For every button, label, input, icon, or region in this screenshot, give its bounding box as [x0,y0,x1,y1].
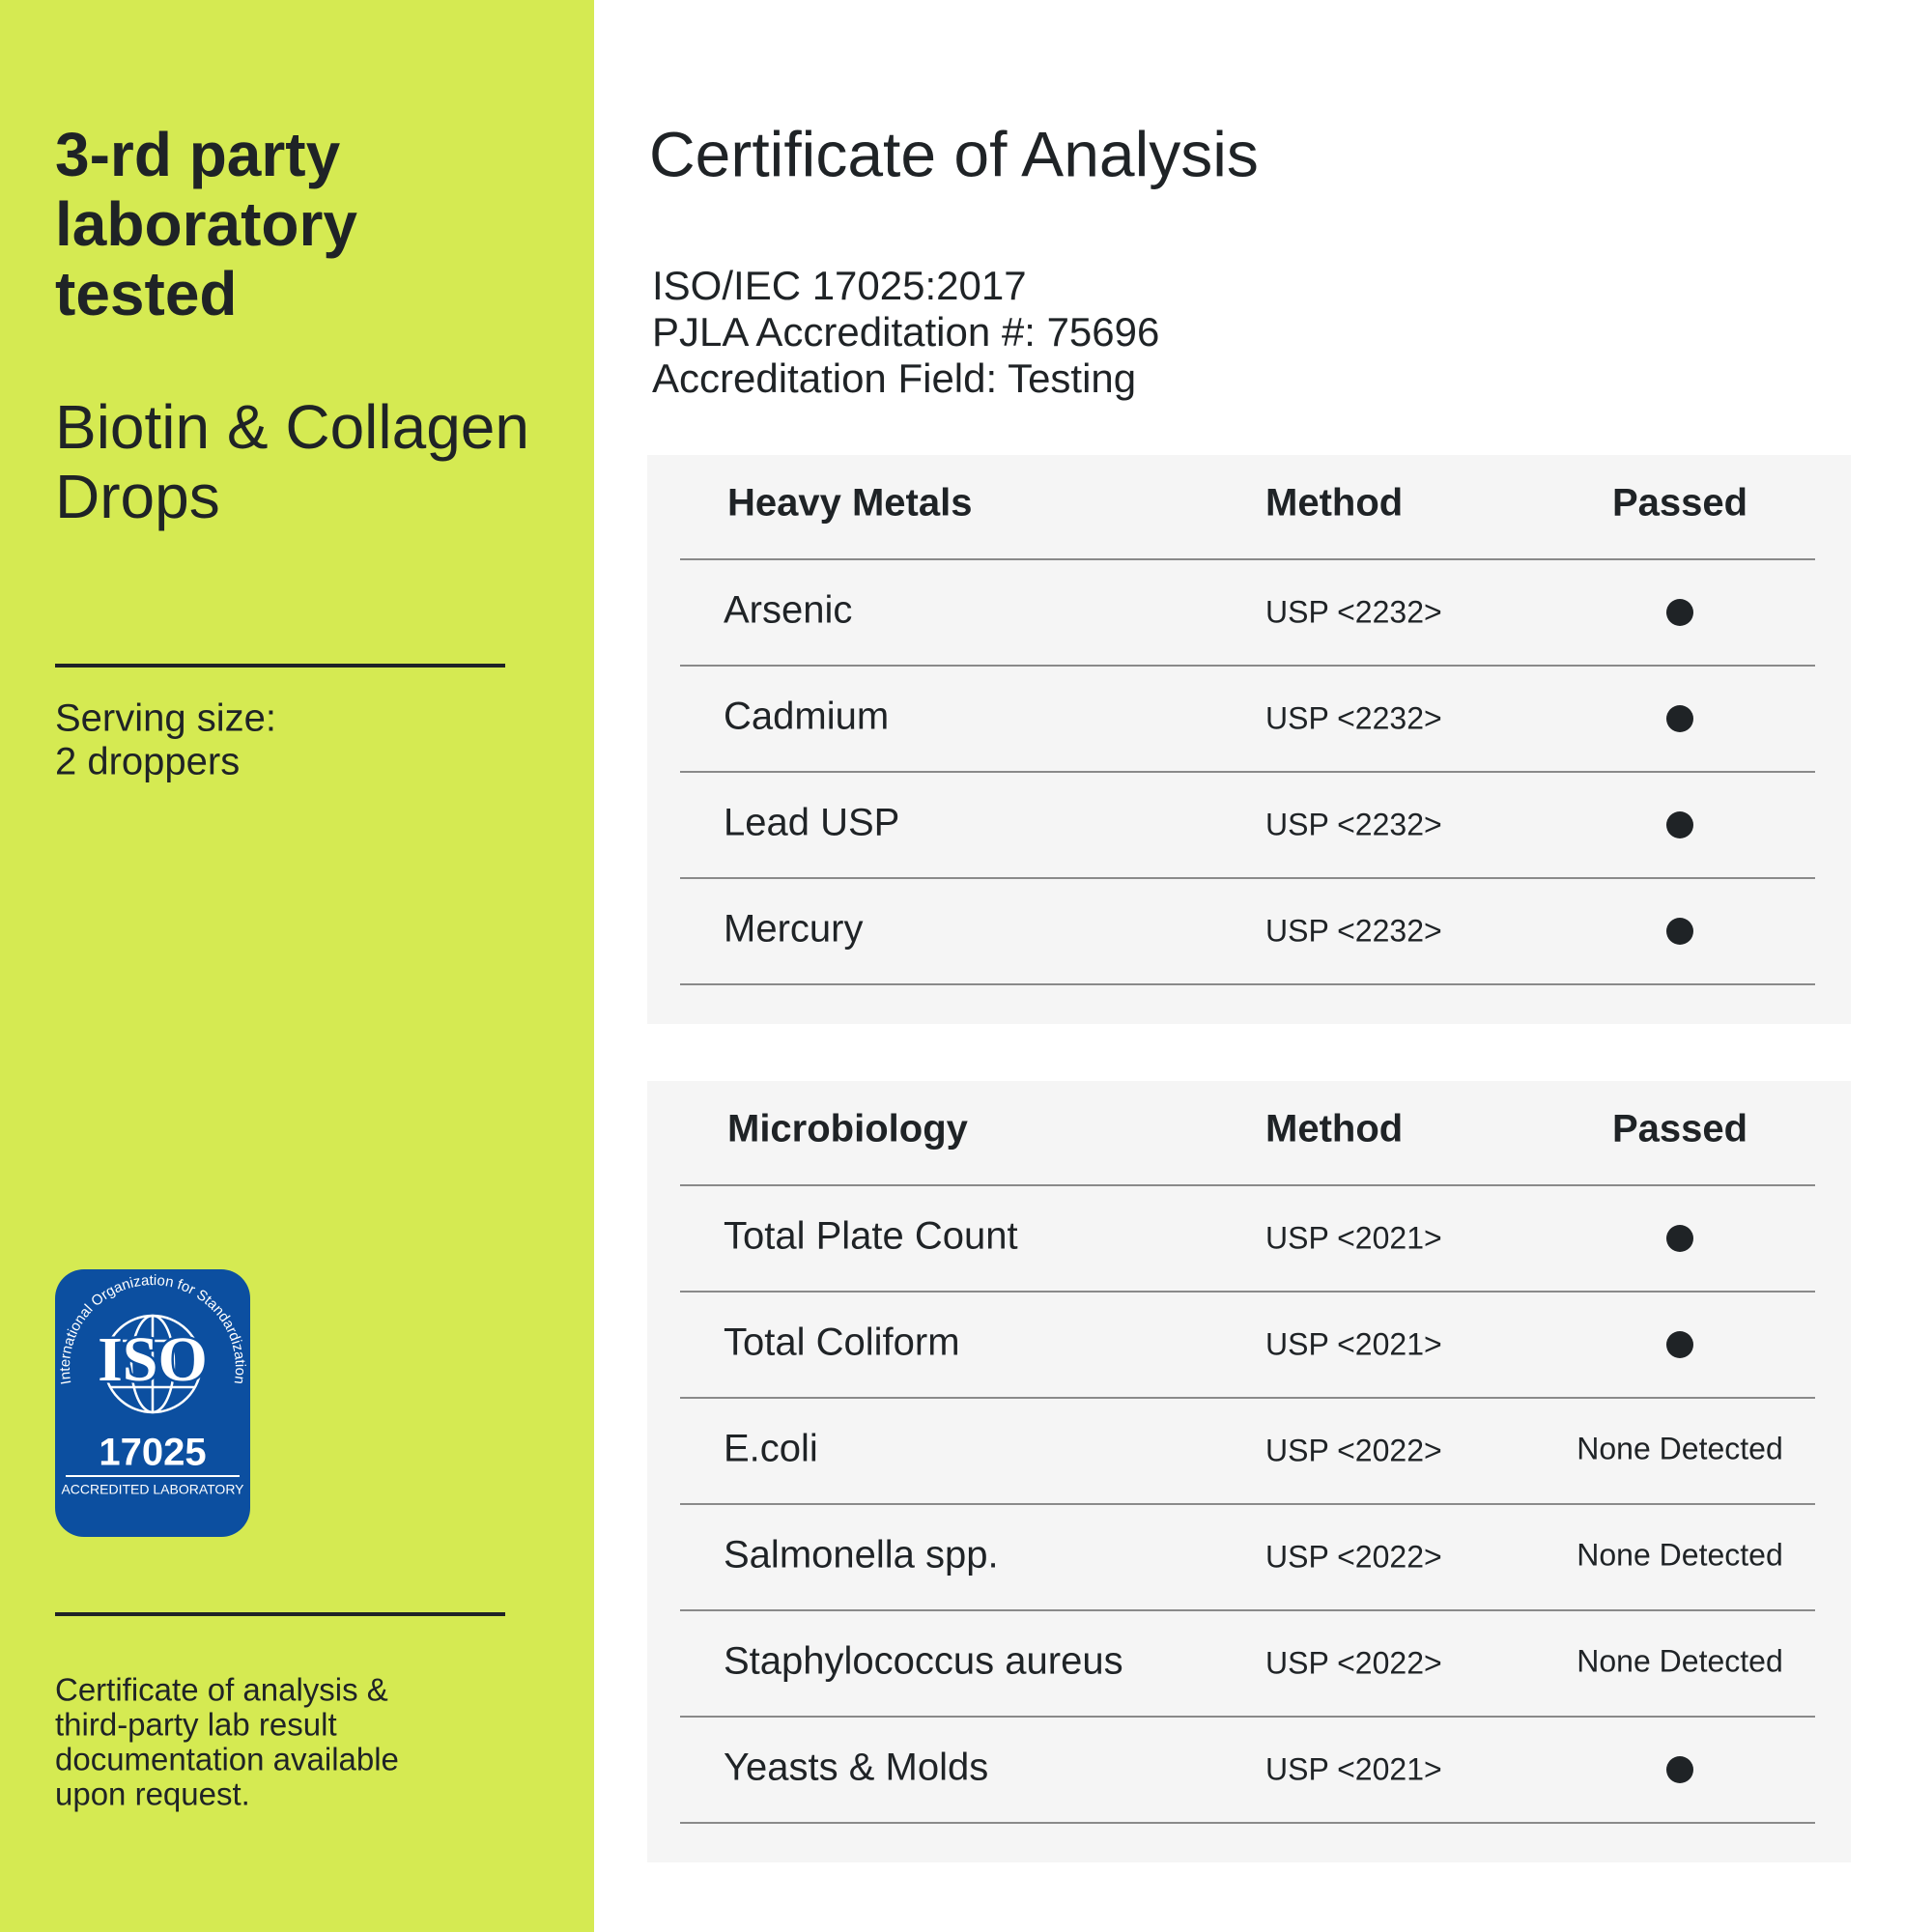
method: USP <2232> [1265,807,1442,841]
passed-dot [1666,599,1693,626]
iso-badge: International Organization for Standardi… [55,1269,250,1537]
divider [55,1612,505,1616]
method: USP <2022> [1265,1645,1442,1680]
left-panel [0,0,594,1932]
result: None Detected [1577,1643,1782,1678]
table-header: Heavy Metals [727,482,972,525]
table-header: Method [1265,1108,1403,1151]
analyte: Lead USP [724,802,899,844]
badge-logo: ISO [98,1324,208,1395]
method: USP <2021> [1265,1751,1442,1786]
method: USP <2232> [1265,913,1442,948]
divider [55,664,505,668]
passed-dot [1666,811,1693,838]
analyte: Yeasts & Molds [724,1747,988,1789]
method: USP <2021> [1265,1220,1442,1255]
accreditation: Accreditation Field: Testing [652,355,1136,401]
table-background [647,455,1851,1024]
accreditation: PJLA Accreditation #: 75696 [652,309,1159,355]
footnote: Certificate of analysis & [55,1672,388,1708]
product-name: Biotin & Collagen [55,392,529,462]
analyte: Staphylococcus aureus [724,1640,1123,1683]
globe [102,1314,203,1414]
analyte: E.coli [724,1428,818,1470]
table-header: Method [1265,482,1403,525]
serving-size: 2 droppers [55,741,240,783]
badge-rule [66,1475,240,1477]
footnote: upon request. [55,1776,250,1812]
method: USP <2232> [1265,700,1442,735]
result: None Detected [1577,1431,1782,1465]
product-name: Drops [55,462,220,531]
page-title: Certificate of Analysis [649,118,1259,189]
table-background [647,1081,1851,1862]
analyte: Cadmium [724,696,889,738]
footnote: third-party lab result [55,1707,337,1743]
passed-dot [1666,1225,1693,1252]
footnote: documentation available [55,1742,399,1777]
analyte: Salmonella spp. [724,1534,999,1577]
passed-dot [1666,918,1693,945]
analyte: Total Plate Count [724,1215,1018,1258]
table-header: Microbiology [727,1108,969,1151]
table-header: Passed [1612,482,1747,525]
serving-size: Serving size: [55,697,276,740]
passed-dot [1666,1756,1693,1783]
method: USP <2022> [1265,1539,1442,1574]
passed-dot [1666,705,1693,732]
method: USP <2021> [1265,1326,1442,1361]
method: USP <2232> [1265,594,1442,629]
heading: tested [55,259,238,328]
method: USP <2022> [1265,1433,1442,1467]
analyte: Arsenic [724,589,852,632]
analyte: Total Coliform [724,1321,960,1364]
heading: laboratory [55,189,357,259]
accreditation: ISO/IEC 17025:2017 [652,263,1027,308]
heading: 3-rd party [55,120,341,189]
analyte: Mercury [724,908,863,951]
badge-caption: ACCREDITED LABORATORY [61,1482,244,1497]
table-header: Passed [1612,1108,1747,1151]
badge-number: 17025 [99,1432,206,1474]
passed-dot [1666,1331,1693,1358]
result: None Detected [1577,1537,1782,1572]
